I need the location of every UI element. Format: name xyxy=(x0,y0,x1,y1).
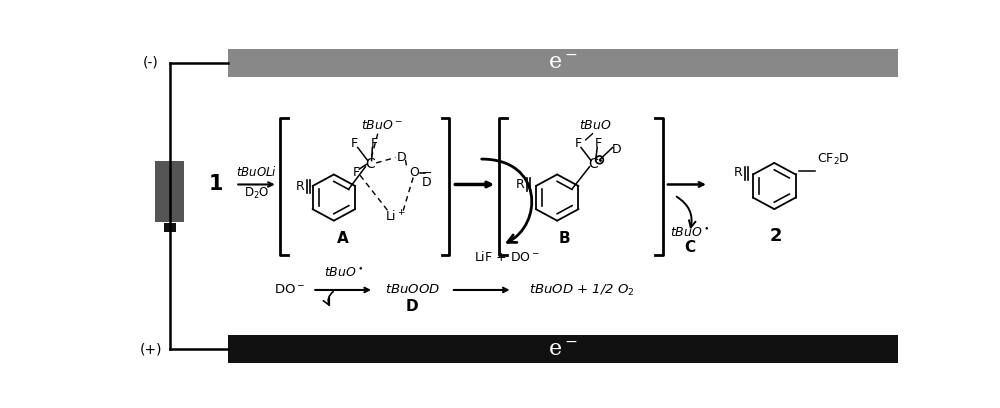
Text: F: F xyxy=(574,137,582,150)
Text: $t$BuO$^-$: $t$BuO$^-$ xyxy=(361,120,402,133)
Bar xyxy=(228,335,898,363)
Text: D: D xyxy=(612,142,621,155)
Text: $t$BuOOD: $t$BuOOD xyxy=(385,284,440,297)
Bar xyxy=(155,210,184,222)
Text: C: C xyxy=(588,157,598,171)
Text: F: F xyxy=(370,137,377,150)
FancyArrowPatch shape xyxy=(482,159,532,242)
Bar xyxy=(155,185,184,197)
Text: Li$^+$: Li$^+$ xyxy=(385,209,406,224)
Text: $t$BuO: $t$BuO xyxy=(579,120,612,133)
Text: −: − xyxy=(422,166,432,180)
Bar xyxy=(164,223,176,232)
Text: R: R xyxy=(516,178,525,191)
Bar xyxy=(155,197,184,210)
Text: $t$BuO$^\bullet$: $t$BuO$^\bullet$ xyxy=(324,266,363,279)
Text: 2: 2 xyxy=(770,227,782,245)
Text: 1: 1 xyxy=(209,175,223,195)
Text: LiF + DO$^-$: LiF + DO$^-$ xyxy=(474,250,540,264)
Text: F: F xyxy=(351,137,358,150)
Text: B: B xyxy=(559,231,571,246)
Text: (+): (+) xyxy=(139,342,162,356)
Text: D$_2$O: D$_2$O xyxy=(244,186,270,201)
Text: F: F xyxy=(353,166,360,179)
Text: $t$BuO$^\bullet$: $t$BuO$^\bullet$ xyxy=(670,227,709,240)
Text: C: C xyxy=(365,157,375,171)
Text: CF$_2$D: CF$_2$D xyxy=(817,151,849,166)
Text: D: D xyxy=(406,299,419,315)
Text: F: F xyxy=(595,137,602,150)
Text: R: R xyxy=(734,166,742,180)
Text: $t$BuOLi: $t$BuOLi xyxy=(236,165,277,179)
Text: C: C xyxy=(684,240,695,255)
Text: DO$^-$: DO$^-$ xyxy=(274,284,305,297)
Text: A: A xyxy=(337,231,349,246)
Text: R: R xyxy=(296,180,304,193)
Text: $t$BuOD + 1/2 O$_2$: $t$BuOD + 1/2 O$_2$ xyxy=(529,282,635,297)
Text: e$^-$: e$^-$ xyxy=(548,338,577,360)
Text: D: D xyxy=(422,176,432,188)
Text: O: O xyxy=(409,166,419,180)
Text: D: D xyxy=(397,151,406,164)
Bar xyxy=(155,173,184,185)
Bar xyxy=(228,49,898,77)
Bar xyxy=(155,161,184,173)
Text: e$^-$: e$^-$ xyxy=(548,52,577,74)
Text: (-): (-) xyxy=(143,56,158,70)
